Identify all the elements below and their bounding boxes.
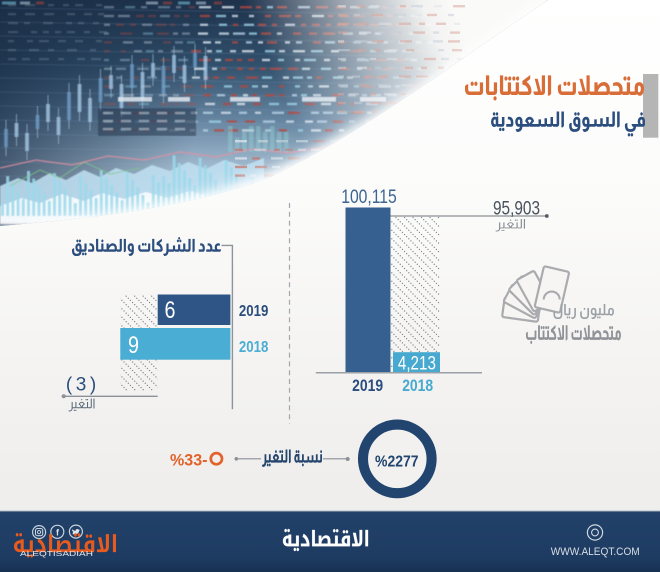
svg-text:4,213: 4,213 [398, 353, 436, 374]
svg-text:ALEQTISADIAH: ALEQTISADIAH [20, 549, 93, 558]
svg-text:%2277: %2277 [375, 453, 419, 470]
svg-text:WWW.ALEQT.COM: WWW.ALEQT.COM [551, 546, 640, 558]
svg-text:f: f [56, 528, 60, 538]
svg-text:(3): (3) [66, 375, 96, 396]
svg-text:95,903: 95,903 [493, 199, 540, 220]
svg-text:2018: 2018 [239, 339, 269, 356]
svg-text:9: 9 [128, 332, 139, 359]
svg-text:100,115: 100,115 [341, 187, 397, 208]
svg-text:6: 6 [165, 297, 176, 324]
svg-text:2018: 2018 [402, 377, 433, 395]
svg-text:%33-: %33- [170, 450, 208, 469]
svg-text:2019: 2019 [239, 303, 269, 320]
svg-text:2019: 2019 [352, 377, 383, 395]
